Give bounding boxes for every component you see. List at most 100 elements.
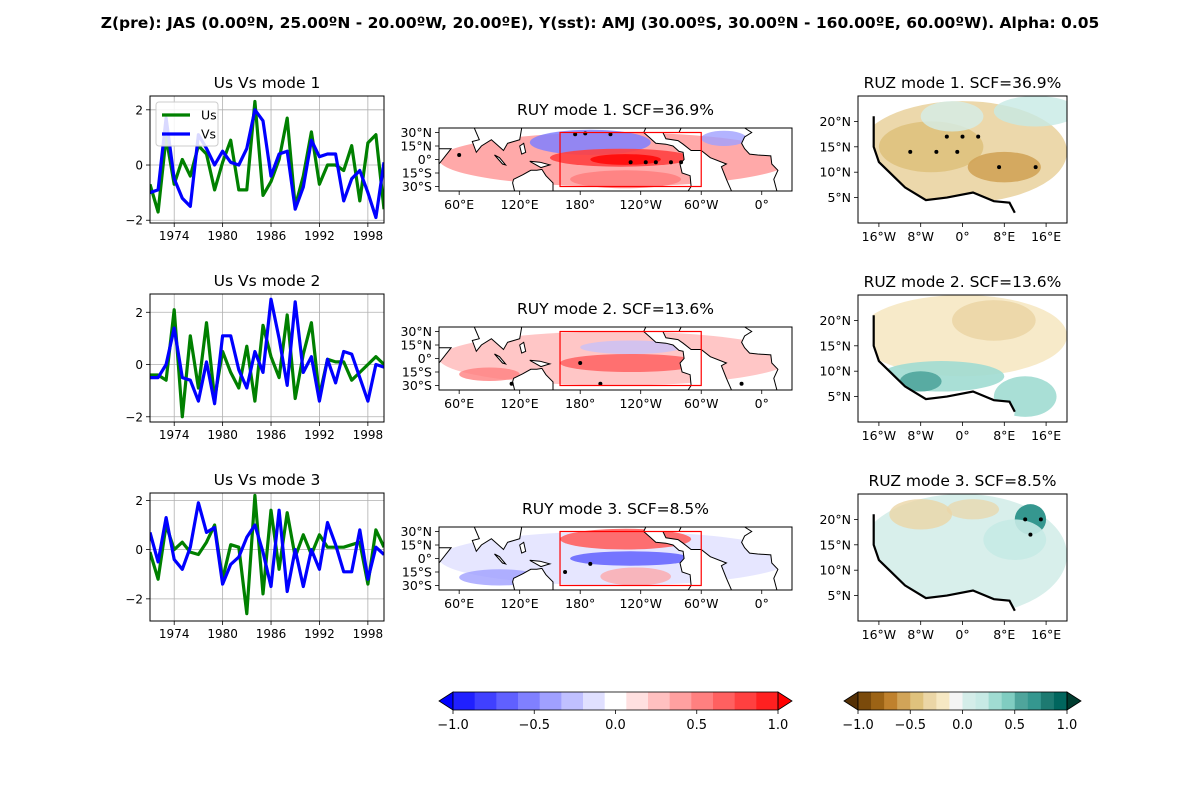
land-africa-east [439, 148, 453, 188]
y-tick-label: 30°N [400, 125, 432, 140]
field-group [439, 527, 792, 590]
x-tick-label: 60°W [684, 596, 719, 611]
x-tick-label: 1998 [353, 428, 384, 442]
field-patch [600, 567, 671, 586]
land-americas [643, 327, 733, 390]
land-philippines [519, 541, 527, 554]
colorbar-segment [1001, 692, 1016, 710]
y-tick-label: −2 [125, 592, 143, 606]
field-patch [920, 101, 984, 132]
y-tick-label: 0 [135, 159, 143, 173]
x-tick-label: 120°E [501, 197, 539, 212]
figure-suptitle: Z(pre): JAS (0.00ºN, 25.00ºN - 20.00ºW, … [100, 14, 1100, 32]
colorbar-tick-label: 0.5 [1004, 718, 1025, 733]
significance-dot [653, 160, 658, 165]
x-tick-label: 0° [755, 596, 769, 611]
colorbar-segment [936, 692, 950, 710]
field-patch [459, 367, 520, 381]
land-australia [512, 367, 554, 390]
series-line-us [150, 99, 384, 214]
y-tick-label: 10°N [819, 364, 851, 379]
axes-frame [149, 492, 385, 622]
legend-label: Us [201, 108, 217, 123]
colorbar-segment [648, 692, 671, 710]
y-tick-label: 2 [135, 103, 143, 117]
x-tick-label: 1992 [304, 627, 335, 641]
land-australia [512, 567, 554, 590]
significance-dot [1023, 517, 1028, 522]
significance-dot [573, 132, 578, 137]
series-line-vs [150, 108, 384, 220]
field-group [439, 128, 792, 191]
sst-map-mode-2: 60°E 120°E 180° 120°W 60°W 0°30°N15°N0°15°S30… [400, 300, 793, 411]
x-tick-label: 60°E [444, 396, 474, 411]
y-tick-label: 10°N [819, 165, 851, 180]
chart-title: RUY mode 1. SCF=36.9% [517, 101, 714, 119]
colorbar-tick-label: 1.0 [768, 718, 789, 733]
significance-dot [976, 134, 981, 139]
pre-map-mode-2: 16°W 8°W 0° 8°E 16°E 20°N 15°N 10°N 5°N RUZ mode … [819, 273, 1068, 443]
y-tick-label: 0 [135, 358, 143, 372]
y-tick-label: 30°N [400, 324, 432, 339]
series-line-vs [150, 501, 384, 594]
colorbar-segment [1040, 692, 1055, 710]
x-tick-label: 8°E [993, 428, 1015, 443]
colorbar-segment [910, 692, 924, 710]
land-sumatra [494, 154, 508, 166]
chart-title: Us Vs mode 2 [214, 272, 321, 290]
series-group [150, 99, 384, 220]
legend-label: Vs [201, 127, 216, 142]
y-tick-label: 30°S [402, 179, 432, 194]
colorbar-segment [858, 692, 872, 710]
chart-title: RUY mode 2. SCF=13.6% [517, 300, 714, 318]
coastline [872, 514, 1016, 612]
land-newguinea [529, 160, 552, 169]
significance-dot [509, 381, 514, 386]
x-tick-label: 180° [565, 396, 595, 411]
colorbar-segment [669, 692, 692, 710]
x-tick-label: 60°W [684, 396, 719, 411]
land-asia [439, 327, 523, 353]
x-tick-label: 120°W [619, 396, 661, 411]
x-tick-label: 1992 [304, 428, 335, 442]
significance-dot [668, 160, 673, 165]
field-patch [983, 519, 1047, 561]
colorbar-segment [962, 692, 976, 710]
significance-dot [1038, 517, 1043, 522]
field-group [858, 295, 1067, 422]
y-tick-label: 15°N [400, 338, 432, 353]
significance-dot [944, 134, 949, 139]
colorbar-segment [713, 692, 736, 710]
x-tick-label: 1980 [207, 627, 238, 641]
land-philippines [519, 142, 527, 155]
field-patch [701, 130, 747, 147]
x-tick-label: 0° [755, 396, 769, 411]
field-patch [878, 121, 984, 173]
significance-dot [997, 165, 1002, 170]
y-tick-label: 20°N [819, 114, 851, 129]
x-tick-label: 1992 [304, 229, 335, 243]
significance-dot [934, 149, 939, 154]
colorbar-tick-label: −1.0 [842, 718, 874, 733]
chart-title: RUZ mode 2. SCF=13.6% [864, 273, 1062, 291]
field-patch [946, 499, 1000, 520]
x-tick-label: 8°W [907, 229, 934, 244]
x-tick-label: 8°W [907, 627, 934, 642]
x-tick-label: 1974 [159, 229, 190, 243]
series-line-us [150, 493, 384, 616]
colorbar-tick-label: −0.5 [518, 718, 550, 733]
y-tick-label: 20°N [819, 313, 851, 328]
colorbar-segment [734, 692, 757, 710]
colorbar-segment [626, 692, 649, 710]
significance-dot [588, 561, 593, 566]
sst-map-mode-3: 60°E 120°E 180° 120°W 60°W 0°30°N15°N0°15°S30… [400, 500, 793, 611]
x-tick-label: 60°E [444, 596, 474, 611]
colorbar-segment [756, 692, 779, 710]
field-patch [967, 151, 1041, 183]
y-tick-label: 30°S [402, 578, 432, 593]
x-tick-label: 16°W [862, 627, 897, 642]
colorbar-segment [975, 692, 990, 710]
chart-title: Us Vs mode 3 [214, 471, 321, 489]
y-tick-label: 20°N [819, 512, 851, 527]
